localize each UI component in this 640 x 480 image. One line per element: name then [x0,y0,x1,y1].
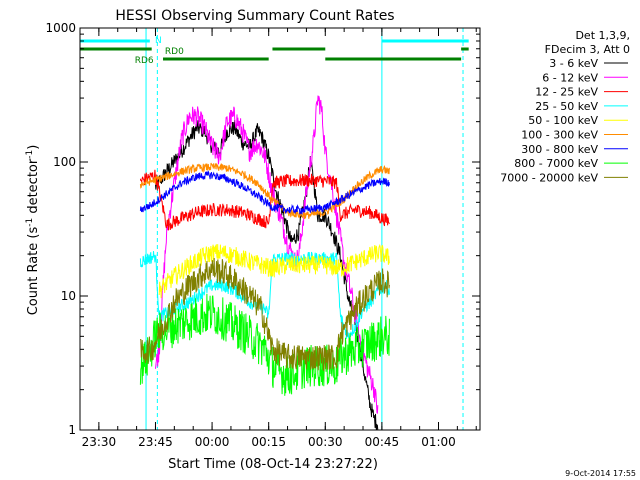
band-label-rd0: RD0 [165,47,184,57]
x-axis-label: Start Time (08-Oct-14 23:27:22) [168,457,378,472]
y-tick-label: 100 [53,155,76,169]
footer-timestamp: 9-Oct-2014 17:55 [565,469,636,478]
series-line-4 [158,243,390,299]
y-axis-label-sup2: -1 [25,150,35,159]
y-tick-label: 1000 [45,21,76,35]
legend-label-0: 3 - 6 keV [549,57,598,70]
legend-label-1: 6 - 12 keV [542,71,598,84]
series-line-8 [139,257,390,372]
x-tick-label: 00:00 [195,435,230,449]
axes-layer: 1 10 100 1000 23:30 23:45 00:00 00:15 00:30 00:45… [45,21,480,449]
legend-header-decimation: FDecim 3, Att 0 [545,43,630,56]
y-tick-label: 10 [61,289,76,303]
chart-title: HESSI Observing Summary Count Rates [115,8,394,24]
y-tick-label: 1 [68,423,76,437]
legend-label-6: 300 - 800 keV [521,143,598,156]
series-line-6 [139,170,390,216]
legend-label-5: 100 - 300 keV [521,129,598,142]
y-axis-label-mid: detector [26,158,41,218]
band-label-rd6: RD6 [135,56,154,66]
series-line-3 [139,251,390,340]
legend-header-detectors: Det 1,3,9, [575,29,630,42]
x-tick-label: 01:00 [421,435,456,449]
legend-label-3: 25 - 50 keV [535,100,598,113]
series-line-7 [139,293,390,396]
plot-frame [79,27,481,431]
x-tick-label: 00:15 [251,435,286,449]
series-line-1 [155,95,379,414]
y-axis-label: Count Rate (s-1 detector-1) [25,145,41,316]
series-line-2 [139,169,390,231]
legend-label-2: 12 - 25 keV [535,86,598,99]
y-axis-label-end: ) [26,145,41,150]
x-tick-label: 23:45 [138,435,173,449]
legend-label-4: 50 - 100 keV [528,114,598,127]
y-axis-label-main: Count Rate (s [26,227,41,316]
legend-label-8: 7000 - 20000 keV [500,171,598,184]
x-tick-label: 00:45 [365,435,400,449]
y-axis-label-sup1: -1 [25,218,35,227]
x-tick-label: 23:30 [82,435,117,449]
band-label-n: N [155,36,162,46]
x-tick-label: 00:30 [308,435,343,449]
legend-label-7: 800 - 7000 keV [514,157,598,170]
